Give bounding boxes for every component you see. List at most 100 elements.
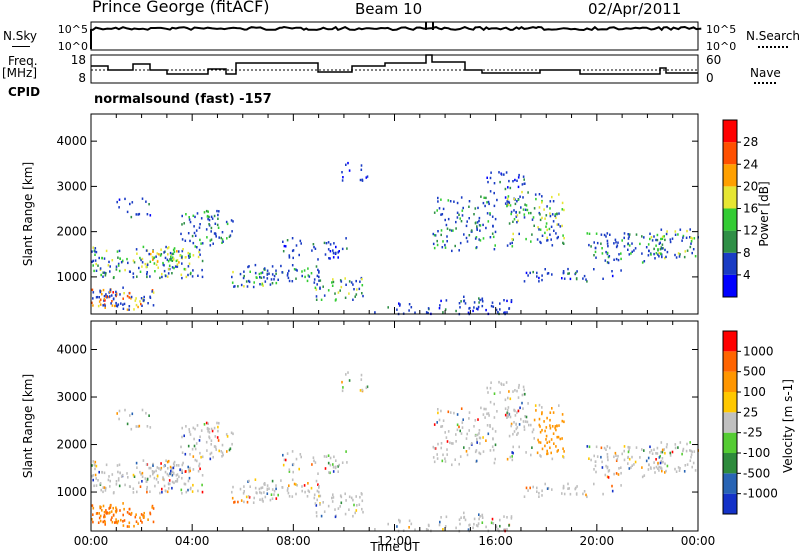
velocity-cell xyxy=(455,526,457,530)
velocity-cell xyxy=(562,484,565,488)
velocity-cell xyxy=(221,443,224,447)
velocity-cell xyxy=(254,486,257,490)
velocity-cell xyxy=(544,444,546,448)
power-cell xyxy=(102,288,105,292)
velocity-cell xyxy=(337,470,339,473)
power-cell xyxy=(208,215,210,219)
velocity-cell xyxy=(483,407,485,411)
velocity-cell xyxy=(600,446,603,450)
power-cell xyxy=(590,245,592,248)
power-cell xyxy=(507,200,510,204)
velocity-cell xyxy=(99,482,102,485)
power-cell xyxy=(493,204,496,208)
power-cell xyxy=(199,253,201,256)
velocity-cell xyxy=(596,455,599,458)
noise-tick-lo: 10^0 xyxy=(58,40,88,53)
velocity-cell xyxy=(630,466,632,469)
power-cell xyxy=(518,211,521,214)
power-cell xyxy=(205,228,208,231)
power-cell xyxy=(575,271,577,275)
velocity-cell xyxy=(109,504,112,507)
velocity-cell xyxy=(509,397,512,401)
velocity-cell xyxy=(177,464,180,467)
power-cell xyxy=(661,255,663,259)
power-cell xyxy=(456,211,459,214)
velocity-cell xyxy=(477,522,480,525)
power-cell xyxy=(456,216,459,219)
velocity-cell xyxy=(141,480,143,483)
power-cell xyxy=(163,264,165,267)
velocity-cell xyxy=(454,458,456,461)
power-cell xyxy=(521,190,523,194)
power-cell xyxy=(615,257,618,261)
freq-tick-18: 18 xyxy=(71,53,86,67)
colorbar-tick-label: 12 xyxy=(743,224,758,238)
power-cell xyxy=(345,163,347,166)
power-cell xyxy=(292,256,294,260)
velocity-cell xyxy=(657,461,659,465)
velocity-cell xyxy=(499,524,501,528)
power-cell xyxy=(340,285,343,289)
velocity-cell xyxy=(506,411,508,415)
velocity-cell xyxy=(575,486,577,490)
colorbar-segment xyxy=(723,432,737,453)
power-cell xyxy=(353,288,355,291)
power-cell xyxy=(485,196,487,200)
velocity-cell xyxy=(317,483,319,486)
velocity-cell xyxy=(104,489,107,492)
velocity-cell xyxy=(164,470,167,474)
power-cell xyxy=(332,249,334,252)
power-cell xyxy=(122,307,125,310)
power-cell xyxy=(414,311,416,314)
velocity-cell xyxy=(145,463,148,466)
velocity-cell xyxy=(189,466,191,470)
velocity-cell xyxy=(198,439,201,442)
power-cell xyxy=(263,267,266,270)
velocity-cell xyxy=(476,433,479,437)
x-tick-label: 20:00 xyxy=(580,534,615,548)
power-cell xyxy=(217,226,220,229)
velocity-cell xyxy=(115,506,117,510)
power-cell xyxy=(196,212,199,215)
power-cell xyxy=(187,265,190,268)
power-cell xyxy=(455,227,457,230)
power-cell xyxy=(317,268,319,272)
power-cell xyxy=(536,275,538,278)
velocity-cell xyxy=(167,467,169,470)
velocity-cell xyxy=(655,465,658,469)
power-cell xyxy=(228,235,231,238)
velocity-cell xyxy=(541,428,543,432)
power-cell xyxy=(554,214,556,218)
power-cell xyxy=(546,239,548,242)
velocity-cell xyxy=(345,373,347,376)
power-cell xyxy=(575,277,578,281)
velocity-cell xyxy=(520,417,522,421)
power-cell xyxy=(628,253,631,256)
power-cell xyxy=(121,259,124,262)
power-cell xyxy=(596,241,599,245)
velocity-cell xyxy=(266,492,269,495)
velocity-cell xyxy=(641,448,643,451)
power-cell xyxy=(209,239,212,242)
power-cell xyxy=(135,297,137,300)
velocity-cell xyxy=(671,450,674,454)
power-cell xyxy=(522,175,525,178)
velocity-cell xyxy=(225,433,228,436)
power-cell xyxy=(538,211,541,215)
velocity-cell xyxy=(554,426,556,430)
velocity-cell xyxy=(115,518,117,521)
power-cell xyxy=(116,250,119,253)
power-cell xyxy=(449,200,452,203)
velocity-cell xyxy=(140,519,142,522)
power-cell xyxy=(511,238,513,241)
velocity-cell xyxy=(460,432,463,435)
power-cell xyxy=(519,195,521,198)
velocity-cell xyxy=(275,487,277,491)
power-cell xyxy=(546,272,549,275)
power-cell xyxy=(159,254,162,257)
power-cell xyxy=(493,191,495,195)
velocity-cell xyxy=(446,440,449,443)
velocity-cell xyxy=(559,437,562,441)
velocity-cell xyxy=(187,468,190,472)
power-cell xyxy=(135,213,138,216)
